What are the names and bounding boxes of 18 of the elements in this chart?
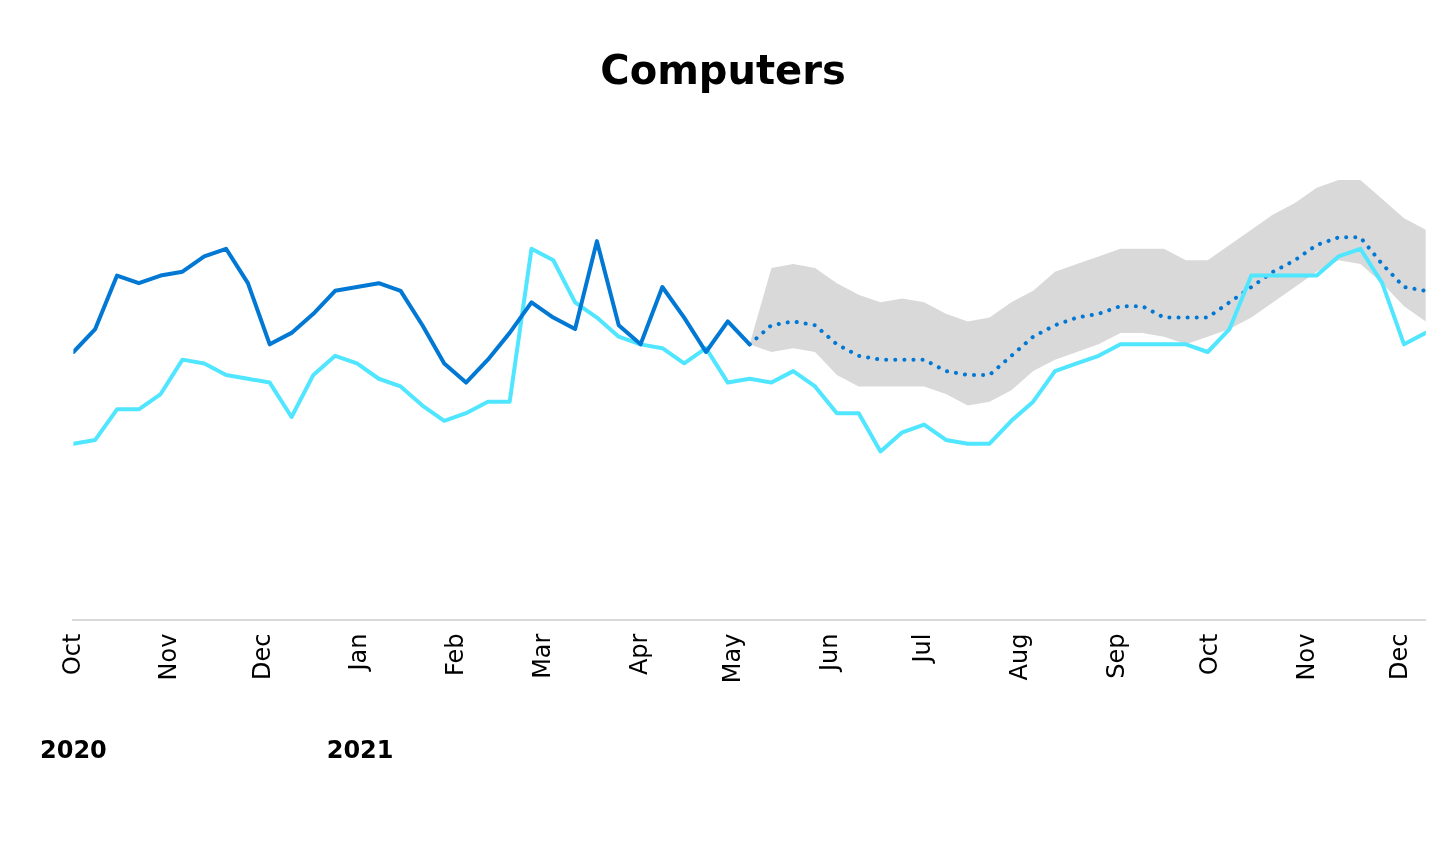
- x-tick-label: Jan: [344, 633, 373, 673]
- x-tick-label: Aug: [1004, 633, 1033, 681]
- x-tick-label: Jul: [908, 633, 937, 665]
- x-tick-label: Jun: [814, 633, 843, 674]
- x-tick-label: Sep: [1101, 633, 1130, 679]
- x-tick-label: Dec: [247, 633, 276, 681]
- chart-title: Computers: [600, 47, 846, 94]
- x-tick-label: Dec: [1385, 633, 1414, 681]
- x-tick-label: Apr: [624, 633, 653, 676]
- x-tick-label: Nov: [154, 633, 183, 681]
- x-tick-label: Oct: [57, 633, 86, 676]
- x-tick-label: Mar: [528, 633, 557, 679]
- x-tick-label: Oct: [1195, 633, 1224, 676]
- x-tick-label: May: [718, 633, 747, 684]
- x-tick-label: Feb: [440, 633, 469, 677]
- x2-tick-label: 2021: [326, 735, 394, 764]
- x-tick-label: Nov: [1291, 633, 1320, 681]
- x2-tick-label: 2020: [40, 735, 107, 764]
